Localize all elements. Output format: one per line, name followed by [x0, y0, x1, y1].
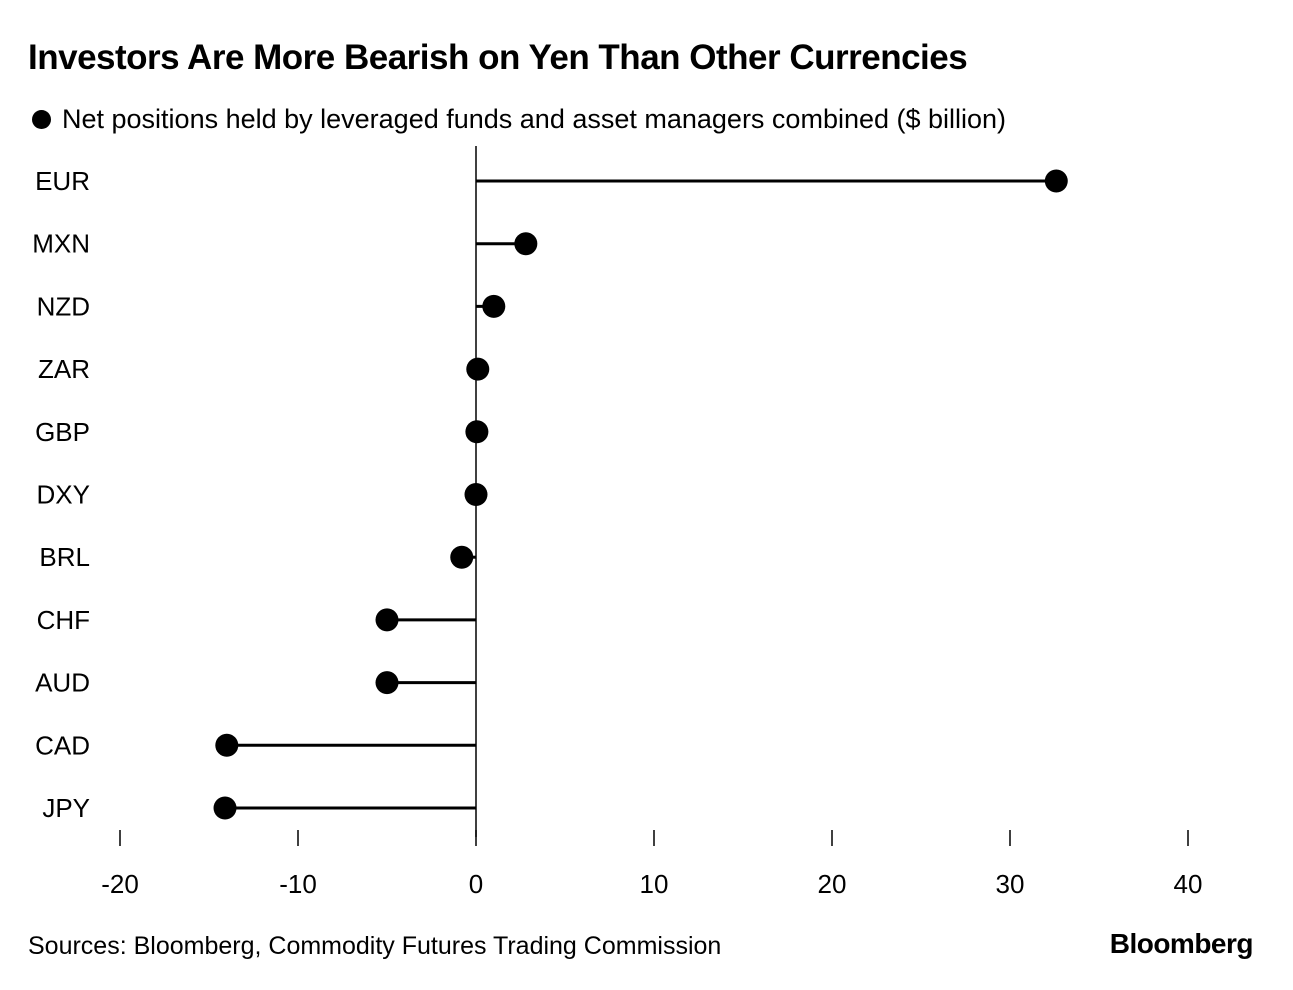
- category-label-brl: BRL: [39, 542, 90, 572]
- category-label-chf: CHF: [37, 605, 90, 635]
- category-label-nzd: NZD: [37, 291, 90, 321]
- source-note: Sources: Bloomberg, Commodity Futures Tr…: [28, 932, 722, 960]
- category-label-mxn: MXN: [32, 229, 90, 259]
- legend-marker-icon: [32, 110, 51, 129]
- x-tick-label: 30: [996, 869, 1025, 899]
- legend-label: Net positions held by leveraged funds an…: [62, 104, 1007, 134]
- dot-dxy: [464, 483, 488, 506]
- dot-jpy: [213, 796, 237, 820]
- x-tick-label: -20: [101, 869, 139, 899]
- chart-title: Investors Are More Bearish on Yen Than O…: [28, 38, 968, 77]
- dot-chf: [375, 608, 399, 632]
- category-label-jpy: JPY: [42, 793, 90, 823]
- x-tick-label: 0: [469, 869, 483, 899]
- legend: Net positions held by leveraged funds an…: [32, 104, 1006, 135]
- category-label-gbp: GBP: [35, 417, 90, 447]
- bloomberg-logo: Bloomberg: [1109, 928, 1254, 959]
- dot-zar: [466, 357, 490, 381]
- x-tick-label: 20: [818, 869, 847, 899]
- category-label-zar: ZAR: [38, 354, 90, 384]
- dot-eur: [1044, 169, 1068, 193]
- dot-cad: [215, 733, 239, 757]
- dot-nzd: [482, 294, 506, 318]
- dot-gbp: [465, 420, 489, 444]
- dot-brl: [450, 545, 474, 569]
- category-label-aud: AUD: [35, 668, 90, 698]
- category-label-cad: CAD: [35, 730, 90, 760]
- x-tick-label: 10: [640, 869, 669, 899]
- x-tick-label: 40: [1174, 869, 1203, 899]
- dot-mxn: [514, 232, 538, 256]
- category-label-eur: EUR: [35, 166, 90, 196]
- dot-aud: [375, 671, 399, 695]
- category-label-dxy: DXY: [37, 480, 90, 510]
- x-tick-label: -10: [279, 869, 317, 899]
